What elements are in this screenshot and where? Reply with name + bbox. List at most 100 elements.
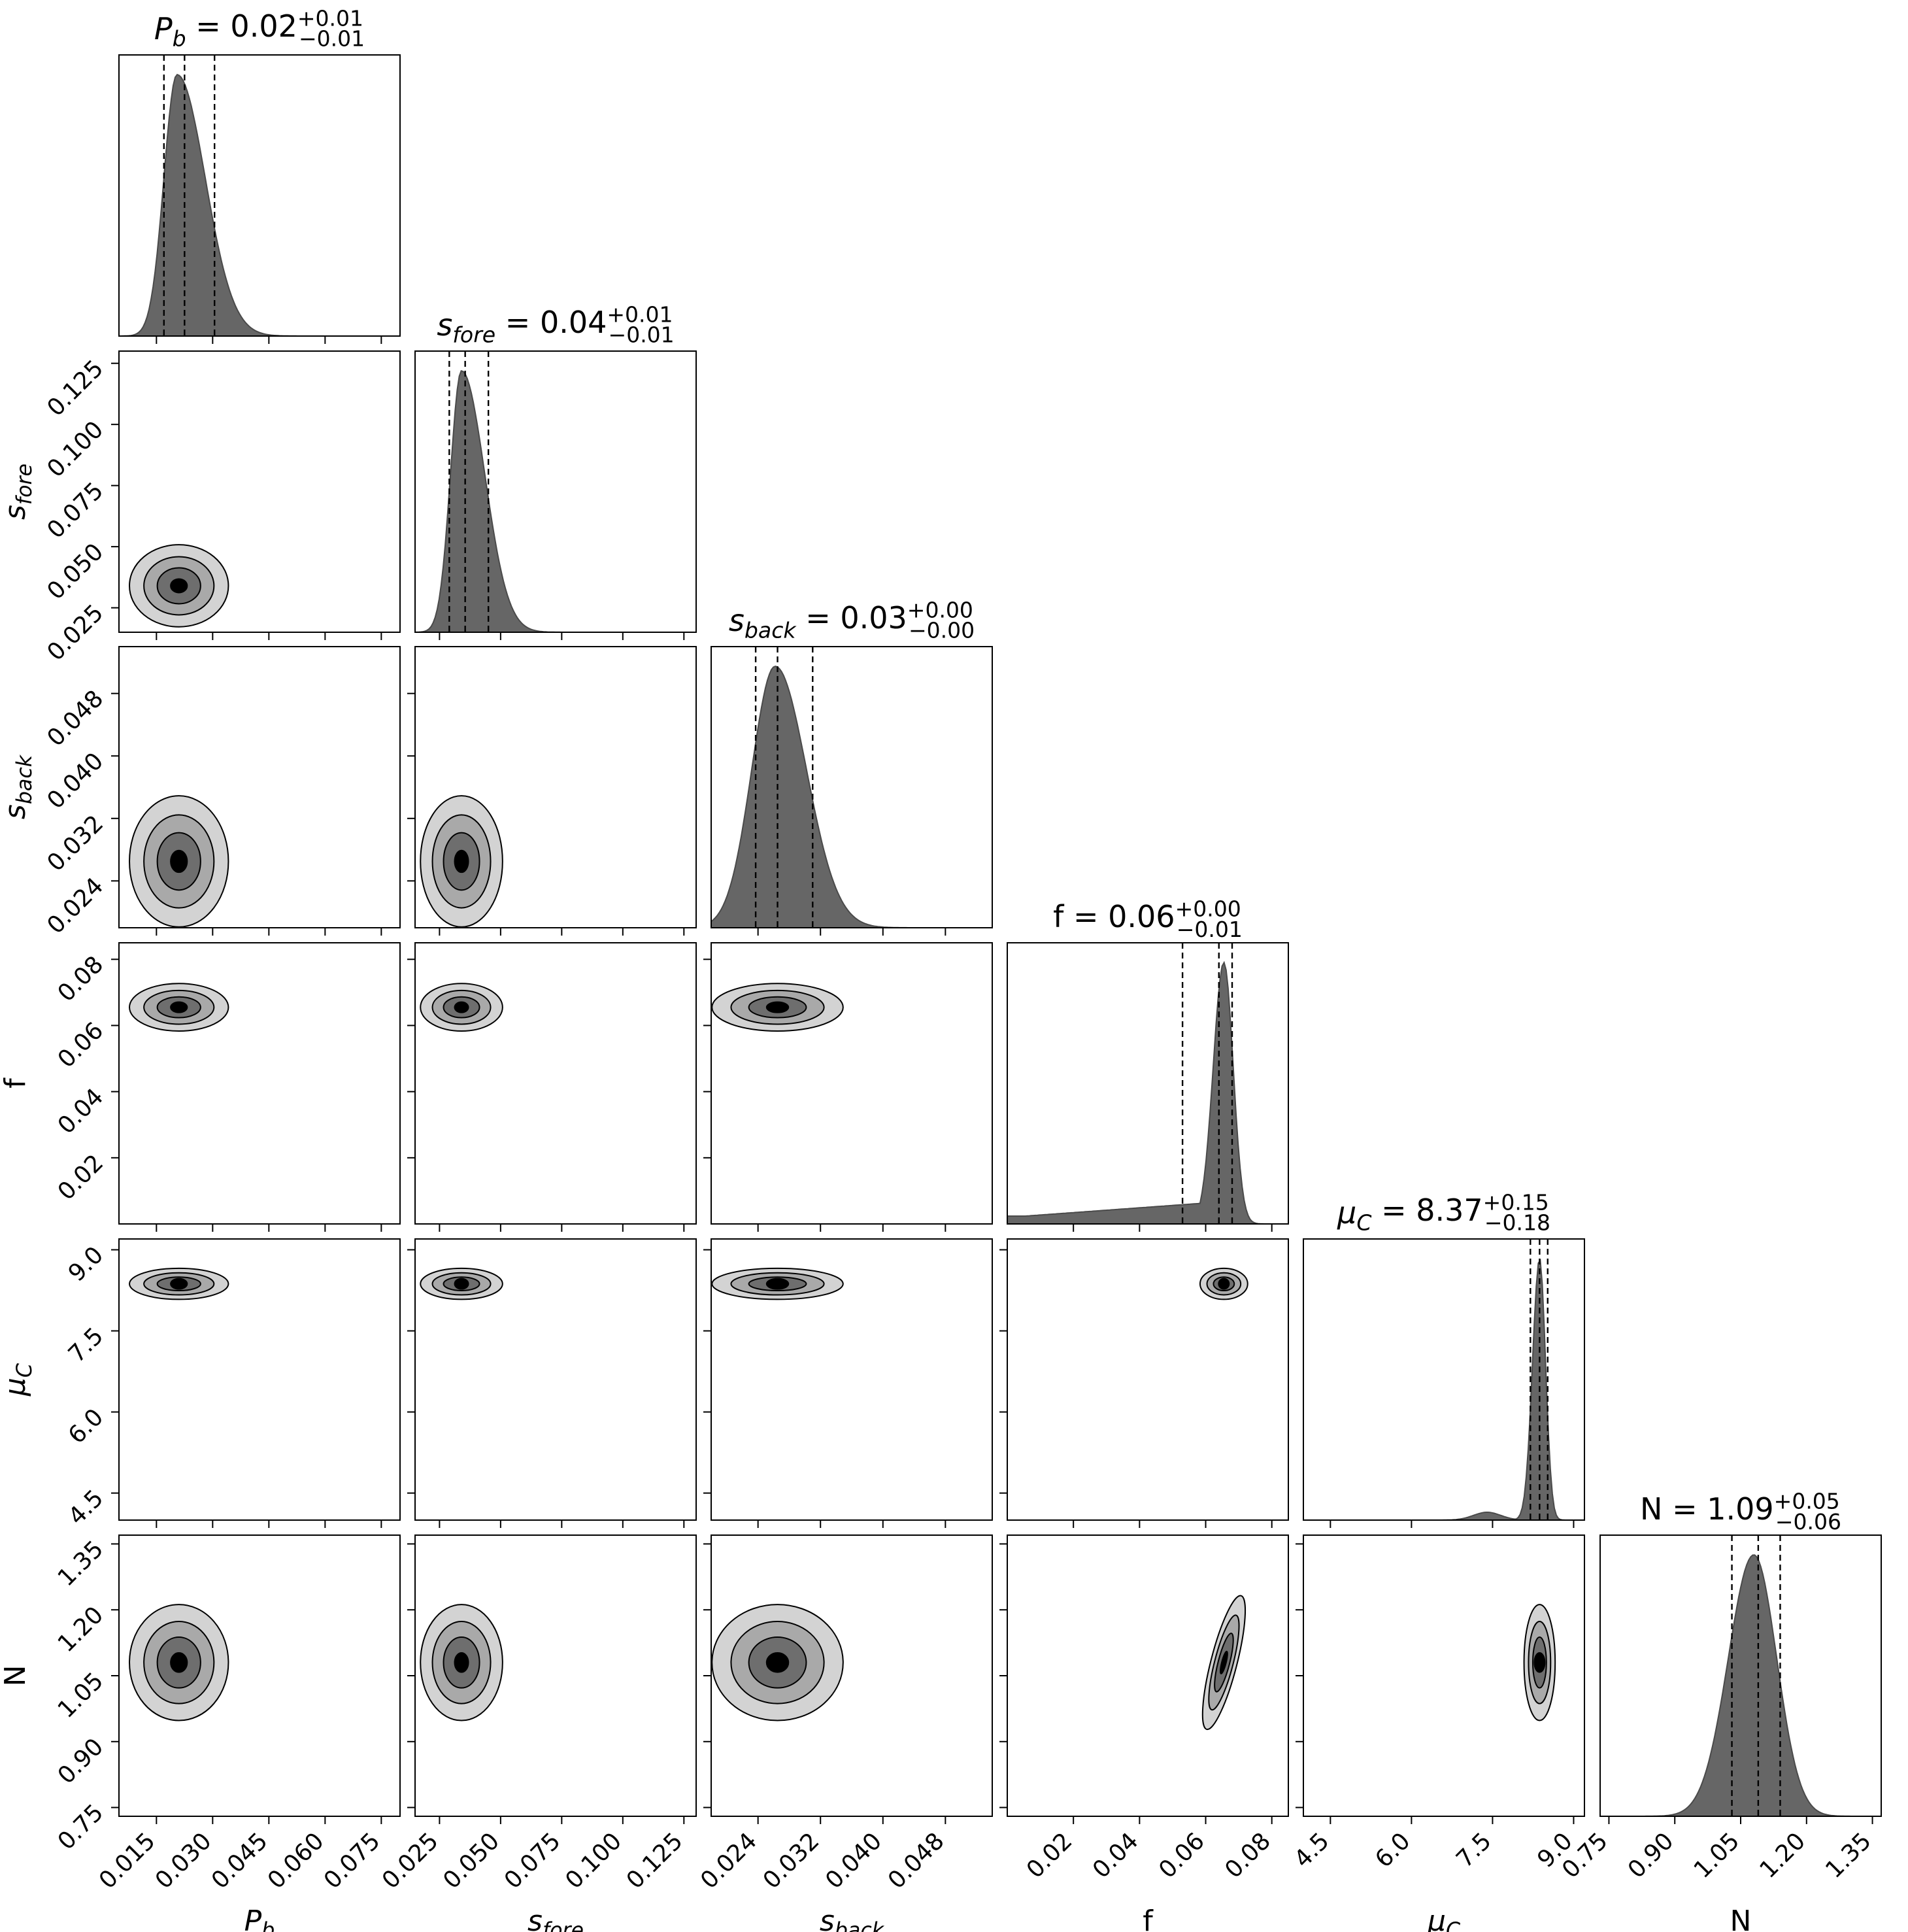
y-axis-label-sback: sback: [0, 754, 37, 819]
x-tick-label-sfore: 0.100: [560, 1827, 627, 1894]
panel-frame: [711, 1238, 993, 1521]
contour-level-3: [765, 1001, 790, 1013]
y-tick-label-f: 0.08: [53, 951, 109, 1008]
panel-title-muC: μC = 8.37+0.15 −0.18: [1337, 1189, 1550, 1235]
panel-frame: [1303, 1238, 1585, 1521]
x-tick-label-f: 0.06: [1154, 1827, 1210, 1884]
x-tick-label-Pb: 0.030: [150, 1827, 217, 1894]
x-tick-label-f: 0.04: [1088, 1827, 1144, 1884]
y-tick-label-sfore: 0.100: [42, 416, 109, 483]
hist-panel-N: N = 1.09+0.05 −0.06: [1599, 1489, 1882, 1817]
contour-level-3: [454, 1652, 469, 1673]
hist-fill-Pb: [119, 75, 400, 336]
y-tick-label-sfore: 0.025: [42, 600, 109, 666]
contour-panel-sback-muC: [711, 1238, 993, 1521]
y-tick-label-sback: 0.032: [42, 810, 109, 877]
x-tick-label-sback: 0.032: [758, 1827, 825, 1894]
y-tick-label-f: 0.02: [53, 1149, 109, 1206]
contour-panel-muC-N: [1303, 1534, 1585, 1817]
contour-panel-Pb-sfore: [118, 350, 401, 633]
contour-level-3: [170, 1001, 188, 1013]
x-tick-label-muC: 7.5: [1451, 1827, 1496, 1873]
panel-frame: [414, 1238, 697, 1521]
contour-level-3: [170, 1652, 188, 1673]
hist-fill-N: [1600, 1555, 1881, 1816]
contour-level-3: [170, 849, 188, 873]
contour-level-3: [454, 849, 469, 873]
contour-panel-Pb-muC: [118, 1238, 401, 1521]
x-tick-label-sfore: 0.075: [499, 1827, 566, 1894]
contour-panel-Pb-N: [118, 1534, 401, 1817]
x-axis-label-sfore: sfore: [527, 1905, 584, 1932]
x-tick-label-Pb: 0.060: [263, 1827, 329, 1894]
contour-level-3: [1533, 1652, 1546, 1673]
panel-frame: [414, 646, 697, 928]
panel-title-Pb: Pb = 0.02+0.01 −0.01: [154, 5, 365, 51]
y-tick-label-muC: 4.5: [63, 1485, 109, 1530]
panel-frame: [1007, 1238, 1289, 1521]
panel-frame: [1007, 942, 1289, 1225]
panel-title-N: N = 1.09+0.05 −0.06: [1640, 1489, 1841, 1534]
x-tick-label-N: 1.20: [1754, 1827, 1811, 1884]
y-tick-label-sback: 0.024: [42, 873, 109, 940]
contour-panel-sfore-f: [414, 942, 697, 1225]
contour-level-3: [454, 1278, 469, 1290]
y-tick-label-N: 0.90: [53, 1733, 109, 1789]
y-tick-label-N: 1.35: [53, 1536, 109, 1592]
hist-fill-sfore: [415, 371, 696, 632]
y-tick-label-sback: 0.040: [42, 748, 109, 815]
x-axis-label-N: N: [1730, 1905, 1752, 1932]
x-tick-label-N: 1.35: [1820, 1827, 1877, 1884]
contour-panel-Pb-f: [118, 942, 401, 1225]
x-tick-label-N: 1.05: [1689, 1827, 1745, 1884]
panel-frame: [711, 942, 993, 1225]
x-axis-label-sback: sback: [820, 1905, 885, 1932]
y-tick-label-sfore: 0.050: [42, 539, 109, 605]
panel-frame: [118, 942, 401, 1225]
y-axis-label-f: f: [0, 1077, 32, 1089]
x-axis-label-muC: μC: [1427, 1905, 1460, 1932]
panel-frame: [118, 54, 401, 337]
panel-frame: [414, 942, 697, 1225]
panel-frame: [711, 646, 993, 928]
hist-outline-f: [1007, 960, 1288, 1225]
y-axis-label-N: N: [0, 1665, 32, 1687]
hist-fill-muC: [1303, 1260, 1584, 1520]
y-tick-label-muC: 6.0: [63, 1404, 109, 1449]
x-tick-label-f: 0.08: [1220, 1827, 1276, 1884]
hist-panel-sfore: sfore = 0.04+0.01 −0.01: [414, 301, 697, 633]
hist-panel-sback: sback = 0.03+0.00 −0.00: [711, 597, 993, 928]
hist-panel-muC: μC = 8.37+0.15 −0.18: [1303, 1189, 1585, 1521]
contour-level-3: [1218, 1278, 1230, 1290]
contour-panel-Pb-sback: [118, 646, 401, 928]
contour-panel-sback-N: [711, 1534, 993, 1817]
hist-panel-Pb: Pb = 0.02+0.01 −0.01: [118, 5, 401, 337]
x-tick-label-muC: 6.0: [1370, 1827, 1415, 1873]
x-tick-label-f: 0.02: [1022, 1827, 1078, 1884]
x-axis-label-Pb: Pb: [244, 1905, 275, 1932]
y-tick-label-N: 1.20: [53, 1602, 109, 1658]
panel-title-f: f = 0.06+0.00 −0.01: [1053, 896, 1243, 942]
x-tick-label-muC: 4.5: [1289, 1827, 1334, 1873]
y-tick-label-muC: 7.5: [63, 1323, 109, 1368]
hist-fill-f: [1007, 962, 1288, 1224]
y-tick-label-N: 0.75: [53, 1799, 109, 1856]
y-axis-label-muC: μC: [0, 1363, 37, 1397]
y-tick-label-sback: 0.048: [42, 685, 109, 752]
contour-level-3: [170, 1278, 188, 1290]
x-tick-label-sfore: 0.025: [377, 1827, 444, 1894]
panel-frame: [414, 350, 697, 633]
y-axis-label-sfore: sfore: [0, 464, 37, 520]
y-tick-label-N: 1.05: [53, 1667, 109, 1723]
x-tick-label-sfore: 0.050: [438, 1827, 505, 1894]
x-tick-label-sfore: 0.125: [622, 1827, 688, 1894]
hist-fill-sback: [711, 666, 992, 928]
panel-frame: [118, 350, 401, 633]
panel-frame: [1007, 1534, 1289, 1817]
contour-level-3: [765, 1278, 790, 1290]
contour-panel-f-N: [1007, 1534, 1289, 1817]
x-tick-label-Pb: 0.015: [94, 1827, 161, 1894]
contour-level-3: [454, 1001, 469, 1013]
panel-frame: [118, 1238, 401, 1521]
contour-panel-sfore-sback: [414, 646, 697, 928]
